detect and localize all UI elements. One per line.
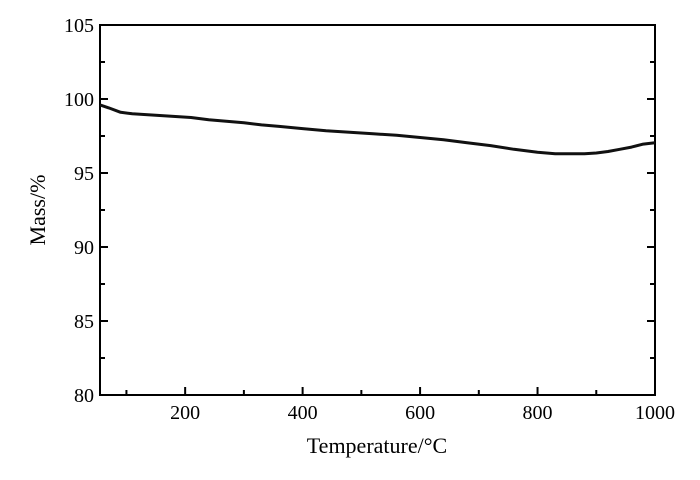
x-tick-label: 600 xyxy=(405,402,435,424)
y-axis-label: Mass/% xyxy=(25,175,50,246)
x-tick-label: 400 xyxy=(288,402,318,424)
y-tick-label: 90 xyxy=(74,237,94,259)
mass-curve-line xyxy=(99,103,656,156)
y-tick-label: 95 xyxy=(74,163,94,185)
y-tick-label: 80 xyxy=(74,385,94,407)
y-tick-label: 105 xyxy=(64,15,94,37)
y-tick-label: 85 xyxy=(74,311,94,333)
y-tick-label: 100 xyxy=(64,89,94,111)
x-tick-label: 200 xyxy=(170,402,200,424)
x-axis-label: Temperature/°C xyxy=(307,433,447,458)
series-layer xyxy=(99,103,656,156)
y-axis-ticks: 80 85 90 95 100 105 xyxy=(64,15,655,407)
x-axis-ticks: 200 400 600 800 1000 xyxy=(125,387,675,424)
x-tick-label: 800 xyxy=(523,402,553,424)
plot-frame xyxy=(99,24,656,396)
x-tick-label: 1000 xyxy=(635,402,675,424)
